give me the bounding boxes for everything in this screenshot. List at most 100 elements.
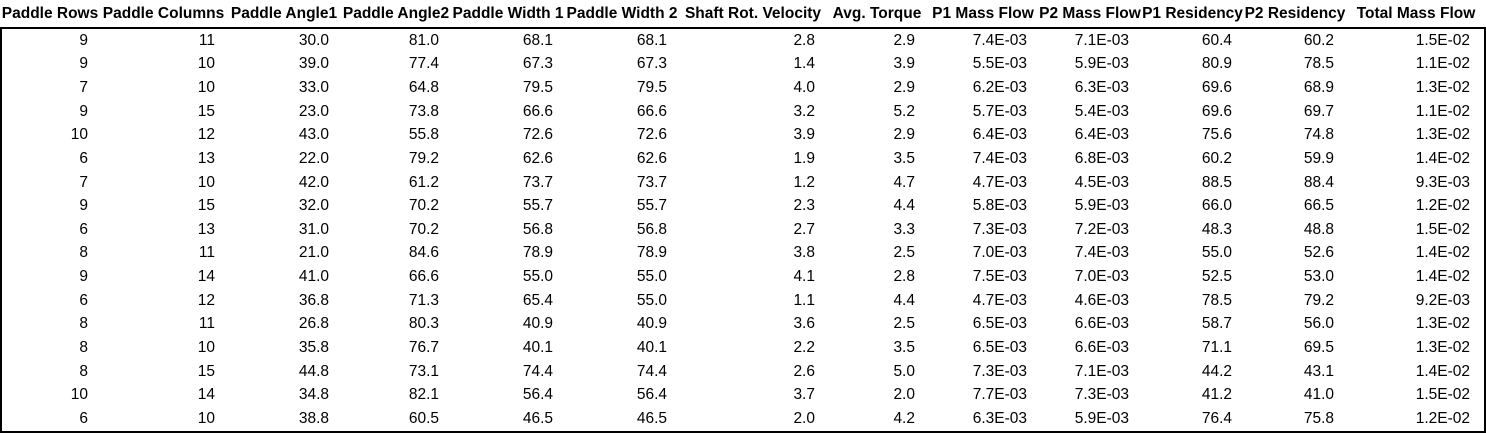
table-cell[interactable]: 14 xyxy=(197,386,215,404)
table-cell[interactable]: 30.0 xyxy=(298,31,329,49)
table-cell[interactable]: 4.2 xyxy=(893,409,915,427)
table-cell[interactable]: 6.6E-03 xyxy=(1074,338,1129,356)
table-cell[interactable]: 46.5 xyxy=(522,409,553,427)
table-cell[interactable]: 64.8 xyxy=(408,79,439,97)
table-cell[interactable]: 74.4 xyxy=(636,362,667,380)
table-cell[interactable]: 15 xyxy=(197,362,215,380)
table-cell[interactable]: 9 xyxy=(79,31,88,49)
table-cell[interactable]: 1.4E-02 xyxy=(1415,268,1470,286)
table-cell[interactable]: 7.7E-03 xyxy=(972,386,1027,404)
table-cell[interactable]: 1.3E-02 xyxy=(1415,338,1470,356)
table-cell[interactable]: 6.2E-03 xyxy=(972,79,1027,97)
table-cell[interactable]: 80.9 xyxy=(1201,55,1232,73)
table-cell[interactable]: 7.3E-03 xyxy=(972,362,1027,380)
table-cell[interactable]: 10 xyxy=(70,386,88,404)
table-cell[interactable]: 1.4 xyxy=(793,55,815,73)
table-cell[interactable]: 9.2E-03 xyxy=(1415,291,1470,309)
table-cell[interactable]: 78.5 xyxy=(1303,55,1334,73)
table-cell[interactable]: 69.7 xyxy=(1303,102,1334,120)
table-cell[interactable]: 69.6 xyxy=(1201,79,1232,97)
table-cell[interactable]: 55.0 xyxy=(636,291,667,309)
table-cell[interactable]: 66.0 xyxy=(1201,197,1232,215)
table-cell[interactable]: 34.8 xyxy=(298,386,329,404)
table-cell[interactable]: 61.2 xyxy=(408,173,439,191)
table-cell[interactable]: 78.9 xyxy=(522,244,553,262)
table-cell[interactable]: 23.0 xyxy=(298,102,329,120)
table-cell[interactable]: 9.3E-03 xyxy=(1415,173,1470,191)
table-cell[interactable]: 69.5 xyxy=(1303,338,1334,356)
table-cell[interactable]: 4.1 xyxy=(793,268,815,286)
table-cell[interactable]: 39.0 xyxy=(298,55,329,73)
table-cell[interactable]: 7 xyxy=(79,173,88,191)
table-cell[interactable]: 5.9E-03 xyxy=(1074,55,1129,73)
table-cell[interactable]: 22.0 xyxy=(298,149,329,167)
table-cell[interactable]: 79.2 xyxy=(1303,291,1334,309)
table-cell[interactable]: 43.0 xyxy=(298,126,329,144)
table-cell[interactable]: 8 xyxy=(79,338,88,356)
table-cell[interactable]: 56.0 xyxy=(1303,315,1334,333)
table-cell[interactable]: 4.0 xyxy=(793,79,815,97)
table-cell[interactable]: 75.8 xyxy=(1303,409,1334,427)
table-cell[interactable]: 67.3 xyxy=(636,55,667,73)
table-cell[interactable]: 6.8E-03 xyxy=(1074,149,1129,167)
table-cell[interactable]: 26.8 xyxy=(298,315,329,333)
table-cell[interactable]: 60.2 xyxy=(1303,31,1334,49)
table-cell[interactable]: 6.3E-03 xyxy=(972,409,1027,427)
table-cell[interactable]: 76.7 xyxy=(408,338,439,356)
column-header[interactable]: Paddle Width 2 xyxy=(566,4,678,22)
table-cell[interactable]: 10 xyxy=(197,338,215,356)
table-cell[interactable]: 8 xyxy=(79,362,88,380)
table-cell[interactable]: 68.1 xyxy=(522,31,553,49)
table-cell[interactable]: 9 xyxy=(79,268,88,286)
table-cell[interactable]: 3.9 xyxy=(893,55,915,73)
table-cell[interactable]: 1.4E-02 xyxy=(1415,362,1470,380)
table-cell[interactable]: 55.0 xyxy=(522,268,553,286)
table-cell[interactable]: 80.3 xyxy=(408,315,439,333)
column-header[interactable]: Shaft Rot. Velocity xyxy=(684,4,822,22)
table-cell[interactable]: 59.9 xyxy=(1303,149,1334,167)
table-cell[interactable]: 44.2 xyxy=(1201,362,1232,380)
table-cell[interactable]: 13 xyxy=(197,220,215,238)
table-cell[interactable]: 2.0 xyxy=(893,386,915,404)
table-cell[interactable]: 74.8 xyxy=(1303,126,1334,144)
table-cell[interactable]: 5.2 xyxy=(893,102,915,120)
table-cell[interactable]: 2.3 xyxy=(793,197,815,215)
table-cell[interactable]: 52.6 xyxy=(1303,244,1334,262)
table-cell[interactable]: 7.4E-03 xyxy=(1074,244,1129,262)
table-cell[interactable]: 60.4 xyxy=(1201,31,1232,49)
table-cell[interactable]: 7.3E-03 xyxy=(972,220,1027,238)
table-cell[interactable]: 40.9 xyxy=(636,315,667,333)
table-cell[interactable]: 55.7 xyxy=(522,197,553,215)
table-cell[interactable]: 7.1E-03 xyxy=(1074,31,1129,49)
table-cell[interactable]: 79.5 xyxy=(522,79,553,97)
table-cell[interactable]: 7.2E-03 xyxy=(1074,220,1129,238)
table-cell[interactable]: 3.7 xyxy=(793,386,815,404)
table-cell[interactable]: 7.0E-03 xyxy=(972,244,1027,262)
table-cell[interactable]: 55.8 xyxy=(408,126,439,144)
table-cell[interactable]: 69.6 xyxy=(1201,102,1232,120)
table-cell[interactable]: 62.6 xyxy=(522,149,553,167)
table-cell[interactable]: 55.0 xyxy=(1201,244,1232,262)
column-header[interactable]: P1 Mass Flow xyxy=(932,4,1034,22)
table-cell[interactable]: 40.1 xyxy=(522,338,553,356)
table-cell[interactable]: 48.8 xyxy=(1303,220,1334,238)
table-cell[interactable]: 2.2 xyxy=(793,338,815,356)
table-cell[interactable]: 6.4E-03 xyxy=(972,126,1027,144)
table-cell[interactable]: 11 xyxy=(198,244,215,262)
table-cell[interactable]: 88.5 xyxy=(1201,173,1232,191)
table-cell[interactable]: 46.5 xyxy=(636,409,667,427)
table-cell[interactable]: 1.2E-02 xyxy=(1415,197,1470,215)
table-cell[interactable]: 5.5E-03 xyxy=(972,55,1027,73)
table-cell[interactable]: 66.6 xyxy=(636,102,667,120)
table-cell[interactable]: 1.2E-02 xyxy=(1415,409,1470,427)
table-cell[interactable]: 15 xyxy=(197,197,215,215)
table-cell[interactable]: 9 xyxy=(79,102,88,120)
table-cell[interactable]: 4.4 xyxy=(893,197,915,215)
table-cell[interactable]: 32.0 xyxy=(298,197,329,215)
table-cell[interactable]: 11 xyxy=(198,315,215,333)
table-cell[interactable]: 52.5 xyxy=(1201,268,1232,286)
table-cell[interactable]: 6 xyxy=(79,149,88,167)
table-cell[interactable]: 6 xyxy=(79,291,88,309)
table-cell[interactable]: 3.5 xyxy=(893,149,915,167)
table-cell[interactable]: 56.4 xyxy=(636,386,667,404)
